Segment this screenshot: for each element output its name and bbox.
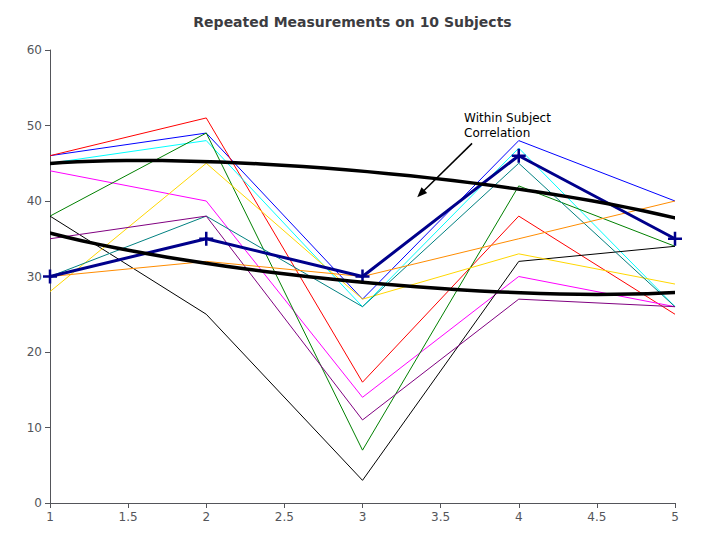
svg-text:1: 1 xyxy=(46,510,54,524)
svg-text:Correlation: Correlation xyxy=(464,126,530,140)
svg-text:5: 5 xyxy=(671,510,679,524)
svg-text:3: 3 xyxy=(359,510,367,524)
svg-text:0: 0 xyxy=(34,496,42,510)
svg-text:20: 20 xyxy=(27,345,42,359)
svg-text:30: 30 xyxy=(27,270,42,284)
svg-text:4.5: 4.5 xyxy=(587,510,606,524)
svg-text:40: 40 xyxy=(27,194,42,208)
svg-text:1.5: 1.5 xyxy=(119,510,138,524)
svg-text:4: 4 xyxy=(515,510,523,524)
svg-text:2.5: 2.5 xyxy=(275,510,294,524)
svg-text:60: 60 xyxy=(27,43,42,57)
svg-text:50: 50 xyxy=(27,119,42,133)
svg-text:2: 2 xyxy=(202,510,210,524)
svg-text:3.5: 3.5 xyxy=(431,510,450,524)
svg-text:Repeated Measurements on 10 Su: Repeated Measurements on 10 Subjects xyxy=(193,14,511,30)
svg-text:Within Subject: Within Subject xyxy=(464,111,551,125)
svg-text:10: 10 xyxy=(27,421,42,435)
